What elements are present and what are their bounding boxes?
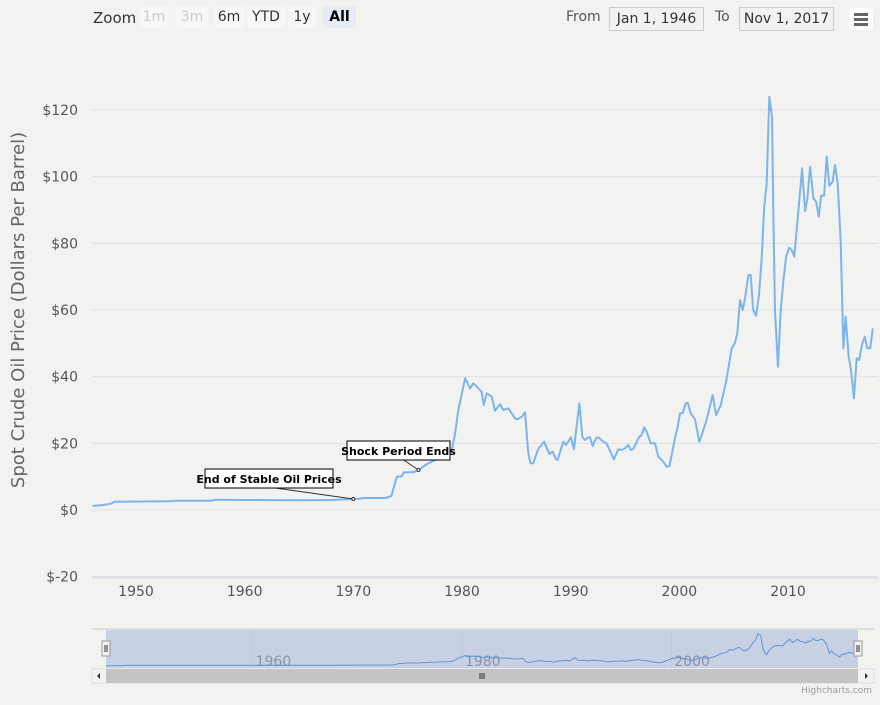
zoom-button-ytd[interactable]: YTD	[247, 6, 285, 28]
range-selector: Zoom 1m 3m 6m YTD 1y All From Jan 1, 1946 To …	[0, 0, 880, 36]
x-tick-label: 1980	[444, 584, 480, 600]
navigator-tick-label: 2000	[674, 654, 710, 670]
annotation: Shock Period Ends	[341, 440, 456, 473]
scroll-right-arrow-icon[interactable]	[865, 673, 868, 679]
annotation: End of Stable Oil Prices	[196, 468, 356, 502]
handle-grip-icon[interactable]	[101, 640, 111, 657]
annotation-point	[351, 497, 356, 502]
y-axis-labels: $-20 $0 $20 $40 $60 $80 $100 $120	[42, 103, 78, 586]
annotation-label: End of Stable Oil Prices	[196, 473, 342, 486]
y-axis-title: Spot Crude Oil Price (Dollars Per Barrel…	[8, 132, 29, 488]
navigator[interactable]: 1960 1980 2000	[91, 628, 875, 684]
navigator-mask[interactable]	[106, 630, 858, 668]
navigator-series-line	[105, 632, 858, 667]
zoom-label: Zoom	[93, 9, 137, 27]
annotations: End of Stable Oil Prices Shock Period End…	[196, 440, 456, 502]
x-tick-label: 1960	[227, 584, 263, 600]
to-date-input[interactable]: Nov 1, 2017	[739, 7, 834, 31]
handle-grip-icon[interactable]	[853, 640, 863, 657]
x-tick-label: 2000	[662, 584, 698, 600]
scroll-left-arrow-icon[interactable]	[97, 673, 100, 679]
annotation-label: Shock Period Ends	[341, 445, 456, 458]
y-tick-label: $0	[60, 503, 78, 519]
zoom-button-1y[interactable]: 1y	[288, 6, 316, 28]
y-tick-label: $-20	[46, 570, 78, 586]
annotation-box	[346, 440, 451, 461]
y-gridlines	[92, 109, 878, 579]
navigator-tick-label: 1960	[256, 654, 292, 670]
annotation-box	[204, 468, 334, 489]
x-tick-label: 1970	[336, 584, 372, 600]
from-label: From	[566, 9, 601, 25]
y-tick-label: $40	[51, 370, 78, 386]
y-tick-label: $20	[51, 436, 78, 452]
y-tick-label: $80	[51, 236, 78, 252]
x-tick-label: 1990	[553, 584, 589, 600]
to-label: To	[715, 9, 730, 25]
y-tick-label: $60	[51, 303, 78, 319]
zoom-button-all[interactable]: All	[323, 6, 356, 28]
price-series-line	[92, 95, 874, 507]
x-tick-label: 1950	[118, 584, 154, 600]
x-axis-labels: 1950 1960 1970 1980 1990 2000 2010	[118, 584, 806, 600]
annotation-connector	[275, 487, 354, 500]
navigator-left-handle[interactable]	[101, 640, 111, 657]
hamburger-menu-icon[interactable]	[849, 8, 873, 30]
from-date-input[interactable]: Jan 1, 1946	[609, 7, 704, 31]
zoom-button-6m[interactable]: 6m	[214, 6, 244, 28]
y-tick-label: $120	[42, 103, 78, 119]
annotation-connector	[403, 459, 419, 471]
zoom-button-3m[interactable]: 3m	[176, 6, 208, 28]
credits-link[interactable]: Highcharts.com	[801, 686, 872, 696]
y-tick-label: $100	[42, 170, 78, 186]
annotation-point	[416, 468, 421, 473]
navigator-right-handle[interactable]	[853, 640, 863, 657]
zoom-button-1m[interactable]: 1m	[140, 6, 168, 28]
x-tick-label: 2010	[770, 584, 806, 600]
